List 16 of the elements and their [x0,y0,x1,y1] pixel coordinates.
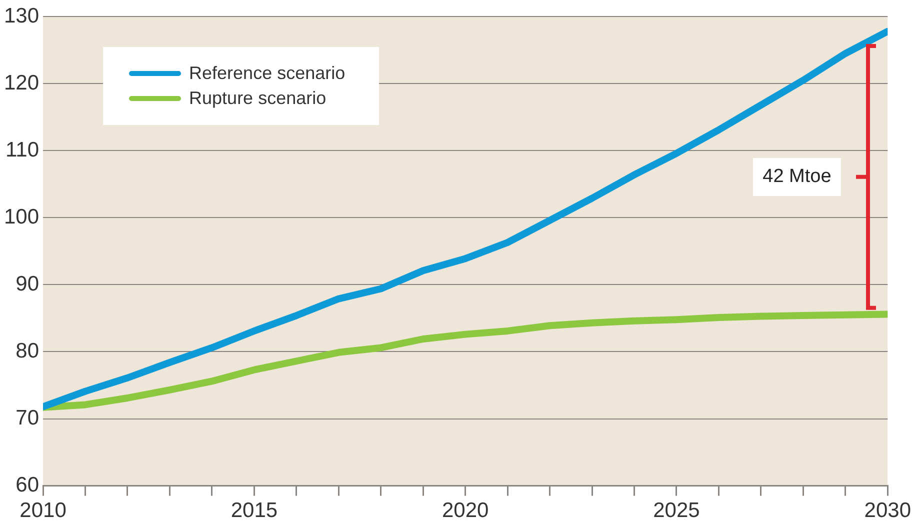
y-tick-label: 80 [16,340,40,363]
annotation: 42 Mtoe [752,158,842,196]
x-tick-label: 2010 [20,499,66,522]
x-tick-label: 2015 [230,499,278,522]
y-tick-label: 130 [4,4,40,28]
legend-label: Rupture scenario [189,88,326,109]
y-tick-label: 60 [16,474,40,497]
x-tick-label: 2020 [442,499,489,522]
y-tick-label: 110 [6,138,40,162]
y-tick-label: 120 [4,71,40,94]
y-tick-label: 70 [16,406,40,430]
y-tick-label: 90 [16,272,40,296]
y-tick-label: 100 [4,205,40,228]
x-tick-label: 2030 [864,499,911,522]
x-tick-label: 2025 [653,499,700,522]
legend-label: Reference scenario [189,62,346,84]
